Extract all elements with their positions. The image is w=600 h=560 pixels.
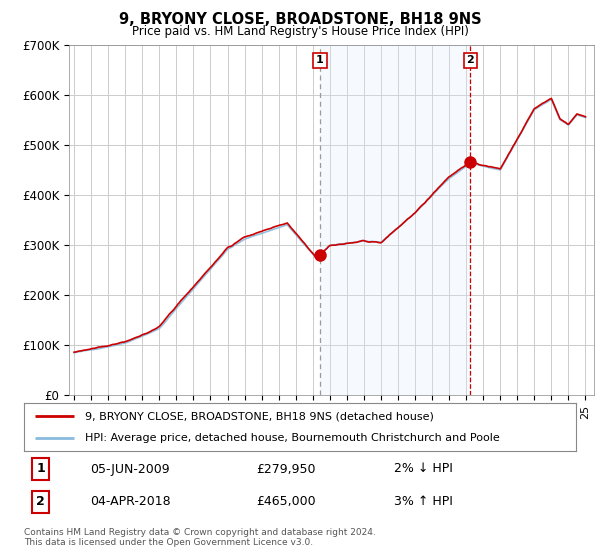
- Text: 2: 2: [467, 55, 474, 66]
- Text: 3% ↑ HPI: 3% ↑ HPI: [394, 496, 453, 508]
- Text: 1: 1: [36, 463, 45, 475]
- Text: £279,950: £279,950: [256, 463, 316, 475]
- Text: 9, BRYONY CLOSE, BROADSTONE, BH18 9NS (detached house): 9, BRYONY CLOSE, BROADSTONE, BH18 9NS (d…: [85, 411, 434, 421]
- Text: 04-APR-2018: 04-APR-2018: [90, 496, 171, 508]
- Text: 2: 2: [36, 496, 45, 508]
- Text: Contains HM Land Registry data © Crown copyright and database right 2024.
This d: Contains HM Land Registry data © Crown c…: [24, 528, 376, 547]
- Text: 9, BRYONY CLOSE, BROADSTONE, BH18 9NS: 9, BRYONY CLOSE, BROADSTONE, BH18 9NS: [119, 12, 481, 27]
- Text: Price paid vs. HM Land Registry's House Price Index (HPI): Price paid vs. HM Land Registry's House …: [131, 25, 469, 38]
- Text: HPI: Average price, detached house, Bournemouth Christchurch and Poole: HPI: Average price, detached house, Bour…: [85, 433, 499, 443]
- Text: 05-JUN-2009: 05-JUN-2009: [90, 463, 170, 475]
- Text: 2% ↓ HPI: 2% ↓ HPI: [394, 463, 453, 475]
- Text: 1: 1: [316, 55, 324, 66]
- Bar: [320, 45, 470, 395]
- Text: £465,000: £465,000: [256, 496, 316, 508]
